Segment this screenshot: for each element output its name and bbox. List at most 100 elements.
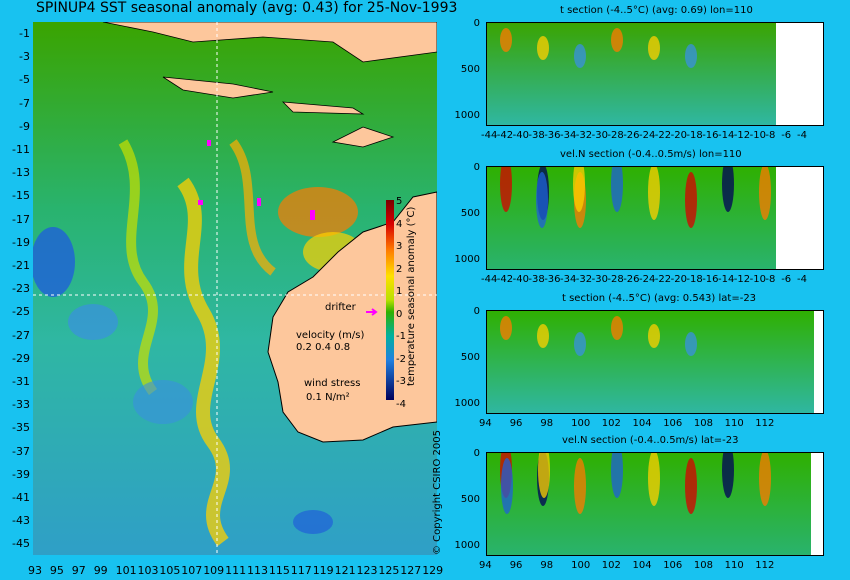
panel-x-tick: 104 — [632, 560, 652, 571]
map-x-tick: 127 — [400, 564, 422, 577]
map-y-tick: -19 — [12, 235, 30, 249]
map-x-tick: 109 — [203, 564, 225, 577]
sst-map-graphic — [31, 21, 438, 555]
panel-x-tick: -42 — [496, 130, 514, 141]
section-panel-plot — [486, 452, 824, 556]
panel-x-tick: -16 — [702, 274, 719, 285]
wind-legend-title: wind stress — [304, 378, 361, 389]
colorbar-tick: 4 — [396, 218, 403, 230]
panel-x-tick: -14 — [718, 130, 735, 141]
map-y-tick: -9 — [19, 119, 30, 133]
panel-x-tick: -30 — [591, 130, 608, 141]
velocity-legend-title: velocity (m/s) — [296, 330, 365, 341]
map-y-tick: -39 — [12, 467, 30, 481]
map-x-tick: 93 — [28, 564, 42, 577]
map-y-tick: -29 — [12, 351, 30, 365]
colorbar-tick: 0 — [396, 308, 403, 320]
panel-x-tick: -6 — [781, 130, 792, 141]
panel-x-tick: -40 — [512, 130, 529, 141]
map-y-tick: -41 — [12, 491, 30, 504]
copyright: © Copyright CSIRO 2005 — [432, 430, 443, 555]
map-y-tick: -1 — [19, 27, 30, 40]
section-panel-plot — [486, 22, 824, 126]
colorbar-tick: -4 — [396, 398, 406, 410]
panel-x-tick: 112 — [755, 418, 775, 429]
colorbar-tick: -3 — [396, 376, 406, 387]
panel-x-tick: -28 — [607, 274, 624, 285]
map-x-tick: 125 — [378, 564, 400, 577]
panel-x-tick: -18 — [686, 274, 703, 285]
panel-y-tick: 500 — [460, 494, 480, 505]
panel-x-tick: -44 — [481, 274, 498, 285]
panel-y-tick: 500 — [460, 208, 480, 219]
panel-x-tick: 106 — [663, 560, 683, 571]
panel-x-tick: 110 — [724, 560, 744, 571]
panel-x-tick: -38 — [528, 130, 545, 141]
colorbar-tick: -2 — [396, 353, 406, 365]
map-y-tick: -27 — [12, 328, 30, 342]
panel-x-tick: -32 — [575, 274, 593, 285]
panel-x-tick: -36 — [544, 130, 561, 141]
panel-x-tick: -26 — [623, 274, 640, 285]
map-y-tick: -35 — [12, 421, 30, 435]
panel-x-tick: -22 — [654, 274, 672, 285]
panel-x-tick: 102 — [601, 560, 621, 571]
map-x-tick: 95 — [49, 564, 64, 577]
map-y-tick: -13 — [12, 166, 30, 180]
panel-x-tick: -28 — [607, 130, 624, 141]
map-y-tick: -5 — [19, 73, 30, 87]
map-y-tick: -37 — [12, 444, 30, 458]
panel-x-tick: 100 — [571, 560, 591, 571]
panel-x-tick: 94 — [479, 418, 492, 429]
panel-x-tick: -40 — [512, 274, 529, 285]
colorbar-tick: 5 — [396, 196, 403, 207]
colorbar-tick: 2 — [396, 263, 403, 275]
panel-x-tick: -22 — [654, 130, 672, 141]
panel-y-tick: 1000 — [454, 110, 480, 121]
colorbar-tick: -1 — [396, 331, 406, 342]
panel-x-tick: 94 — [479, 560, 492, 571]
map-y-tick: -7 — [19, 96, 30, 110]
panel-title: vel.N section (-0.4..0.5m/s) lon=110 — [560, 149, 742, 160]
colorbar — [386, 200, 394, 400]
panel-x-tick: -20 — [670, 130, 687, 141]
panel-x-tick: -32 — [575, 130, 593, 141]
map-x-tick: 111 — [225, 564, 247, 577]
section-panel-plot — [486, 166, 824, 270]
panel-x-tick: -4 — [797, 130, 807, 141]
map-y-tick: -43 — [12, 514, 30, 528]
panel-x-tick: -12 — [733, 274, 751, 285]
velocity-legend-scale: 0.2 0.4 0.8 — [296, 342, 351, 353]
panel-x-tick: -24 — [639, 274, 656, 285]
panel-x-tick: -26 — [623, 130, 640, 141]
panel-title: t section (-4..5°C) (avg: 0.543) lat=-23 — [562, 293, 757, 304]
panel-x-tick: -36 — [544, 274, 561, 285]
panel-x-tick: 108 — [693, 418, 713, 429]
map-x-tick: 117 — [290, 564, 312, 577]
map-y-tick: -15 — [12, 189, 30, 203]
panel-x-tick: -16 — [702, 130, 719, 141]
map-x-tick: 97 — [71, 564, 86, 577]
map-x-tick: 107 — [181, 564, 203, 577]
panel-x-tick: 110 — [724, 418, 744, 429]
panel-y-tick: 1000 — [454, 540, 480, 551]
panel-x-tick: -18 — [686, 130, 703, 141]
map-x-tick: 99 — [93, 564, 108, 577]
map-x-tick: 113 — [247, 564, 268, 577]
panel-x-tick: -8 — [765, 274, 776, 285]
panel-x-tick: 98 — [540, 560, 554, 571]
map-x-tick: 123 — [356, 564, 378, 577]
panel-x-tick: 112 — [755, 560, 775, 571]
panel-x-tick: -8 — [765, 130, 776, 141]
panel-x-tick: -4 — [797, 274, 807, 285]
map-x-tick: 103 — [137, 564, 159, 577]
panel-y-tick: 0 — [473, 306, 480, 317]
map-y-tick: -23 — [12, 282, 30, 296]
panel-y-tick: 1000 — [454, 254, 480, 265]
panel-x-tick: -38 — [528, 274, 545, 285]
panel-x-tick: 108 — [693, 560, 713, 571]
panel-y-tick: 0 — [473, 448, 480, 459]
panel-x-tick: -44 — [481, 130, 498, 141]
colorbar-title: temperature seasonal anomaly (°C) — [406, 206, 417, 386]
map-y-tick: -45 — [12, 537, 30, 551]
